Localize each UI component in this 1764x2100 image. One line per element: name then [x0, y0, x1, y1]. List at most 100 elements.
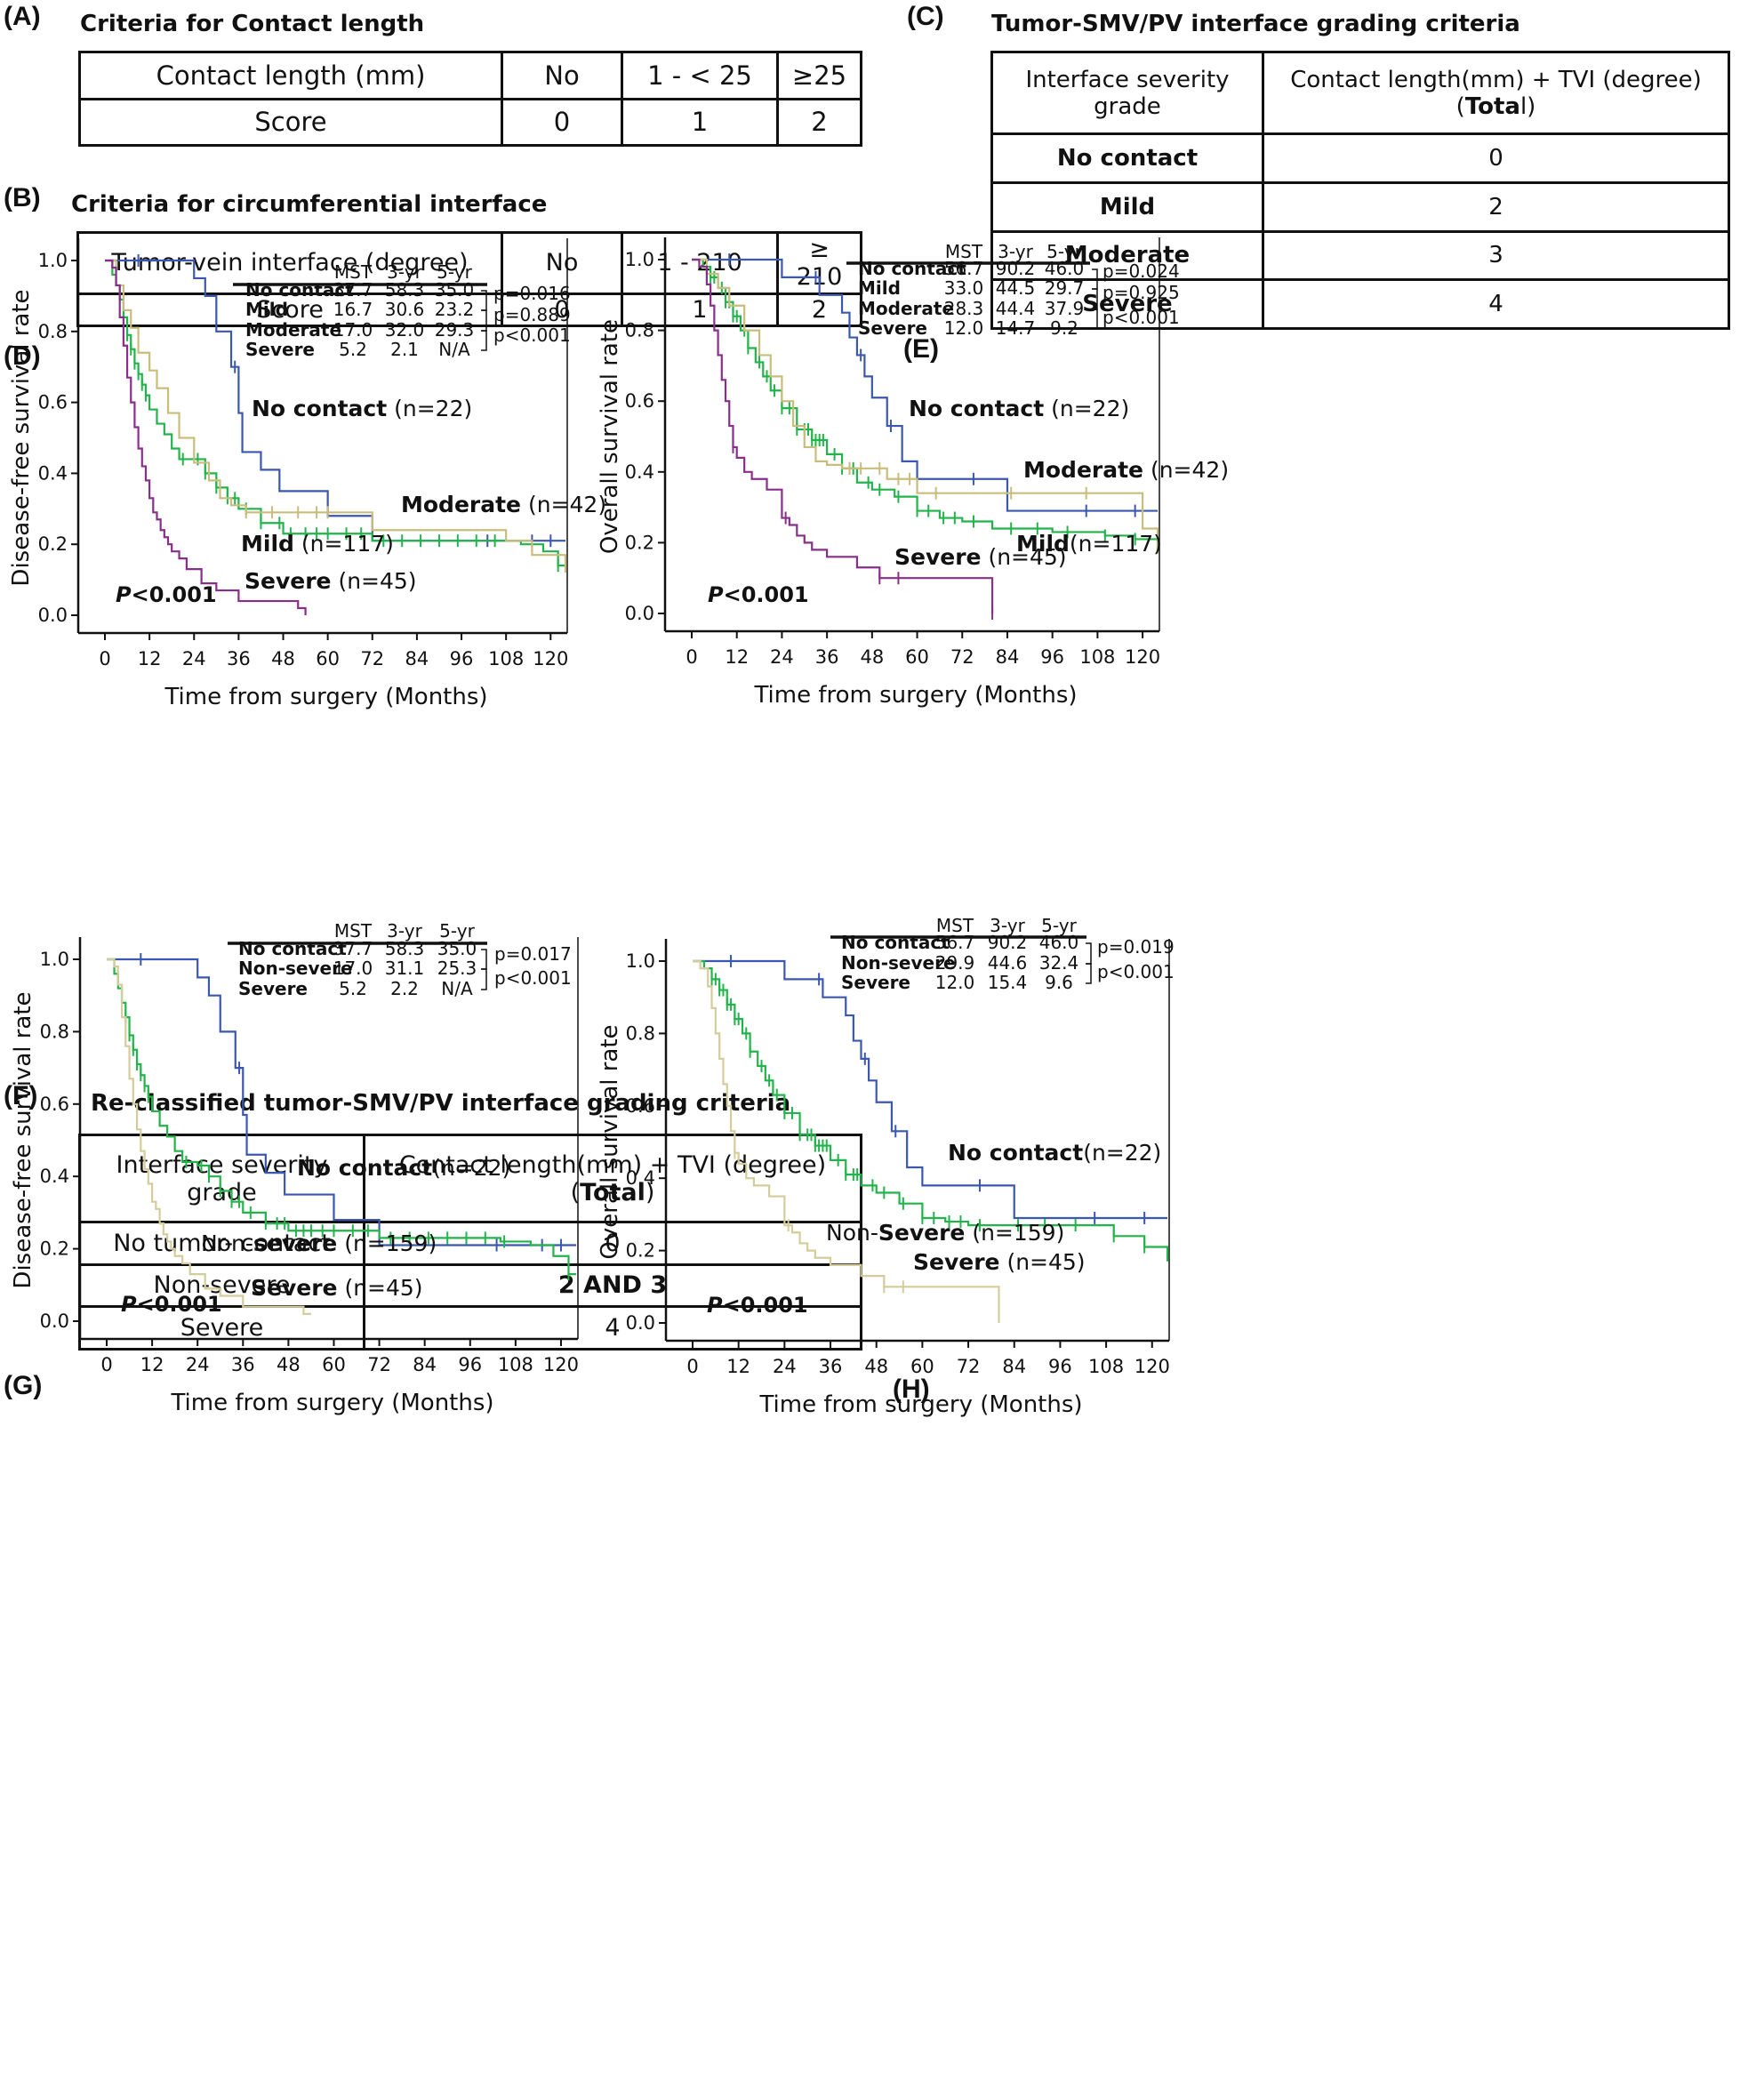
stats-header: 5-yr: [439, 920, 475, 942]
stats-row-label: Severe: [238, 978, 308, 999]
x-tick-label: 48: [271, 648, 295, 669]
p-symbol: P: [707, 1293, 723, 1318]
x-tick-label: 120: [543, 1354, 579, 1375]
y-axis-title: Disease-free survival rate: [8, 289, 35, 586]
table-cell: 0: [501, 292, 623, 328]
y-tick-label: 0.8: [40, 1021, 69, 1042]
x-tick-label: 72: [360, 648, 384, 669]
curve-label-count: (n=117): [294, 531, 394, 557]
x-tick-label: 24: [773, 1356, 797, 1377]
p-value-text: <0.001: [137, 1292, 222, 1317]
km-curve-no_contact: [693, 959, 1167, 1220]
stats-value: 5.2: [339, 339, 367, 360]
stats-row-label: No contact: [841, 932, 950, 953]
stats-value: 35.0: [435, 279, 475, 301]
x-tick-label: 84: [413, 1354, 437, 1375]
panel-label-h: (H): [893, 1375, 930, 1404]
stats-value: 44.4: [996, 298, 1036, 319]
curve-label: No contact (n=22): [252, 396, 472, 421]
x-tick-label: 60: [910, 1356, 934, 1377]
x-tick-label: 24: [770, 646, 794, 668]
km-curve-severe: [107, 958, 311, 1315]
p-value-overall: P<0.001: [121, 1292, 222, 1317]
stats-value: 12.0: [935, 972, 975, 993]
stats-header: 3-yr: [387, 261, 422, 283]
table-row: Contact length (mm) No 1 - < 25 ≥25: [78, 51, 862, 100]
curve-label-group: Severe: [913, 1249, 1000, 1275]
stats-row-label: Non-severe: [841, 952, 956, 974]
y-tick-label: 0.6: [625, 390, 654, 412]
stats-header: MST: [945, 241, 983, 262]
stats-value: 30.6: [385, 299, 425, 320]
stats-header: 5-yr: [1041, 915, 1077, 936]
curve-label: Severe (n=45): [251, 1275, 423, 1301]
x-tick-label: 36: [227, 648, 251, 669]
curve-label-group: No contact: [252, 396, 387, 421]
stats-value: 56.7: [944, 258, 984, 279]
stats-header: 5-yr: [1046, 241, 1082, 262]
curve-label-count: (n=117): [1070, 531, 1162, 557]
x-tick-label: 108: [488, 648, 524, 669]
p-value-label: p<0.001: [494, 967, 572, 989]
stats-header: 3-yr: [990, 915, 1025, 936]
overall-survival-chart-h: 0.0 0.2 0.4 0.6 0.8 1.0 0 12 24 36 48 60 72 84 96 108 12…: [597, 915, 1175, 1418]
x-tick-label: 0: [100, 1354, 112, 1375]
km-curve-no_contact: [107, 958, 576, 1246]
x-tick-label: 72: [957, 1356, 981, 1377]
x-tick-label: 96: [450, 648, 474, 669]
stats-value: 58.3: [385, 938, 425, 959]
x-tick-label: 60: [316, 648, 340, 669]
y-tick-label: 0.8: [38, 321, 68, 342]
p-bracket: [1092, 309, 1098, 330]
stats-value: 14.7: [996, 317, 1036, 339]
y-tick-label: 1.0: [38, 250, 68, 271]
stats-row-label: No contact: [858, 258, 966, 279]
stats-header: MST: [334, 920, 373, 942]
header-text: Interface severity: [1025, 66, 1230, 93]
stats-value: 5.2: [339, 978, 367, 999]
stats-header: MST: [334, 261, 373, 283]
header-text: Interface severity: [116, 1150, 328, 1179]
curve-label: Non-severe (n=159): [201, 1230, 437, 1256]
stats-row-label: Moderate: [245, 319, 341, 341]
table-cell: No contact: [990, 132, 1264, 184]
p-value-label: p=0.016: [493, 283, 571, 304]
y-tick-label: 1.0: [625, 249, 654, 270]
table-row: Severe 4: [78, 1305, 862, 1351]
header-text: l): [1519, 92, 1536, 120]
interface-grading-table: Interface severity grade Contact length(m…: [990, 51, 1730, 330]
p-bracket: [481, 968, 487, 990]
stats-value: 12.0: [944, 317, 984, 339]
x-tick-label: 84: [996, 646, 1020, 668]
curve-label: Severe (n=45): [245, 568, 417, 594]
table-header-cell: Contact length(mm) + TVI (degree) (Total): [1262, 51, 1730, 135]
table-cell: Severe: [78, 1305, 365, 1351]
x-tick-label: 120: [1135, 1356, 1170, 1377]
stats-value: 58.3: [385, 279, 425, 301]
p-value-overall: P<0.001: [116, 582, 217, 607]
curve-label: No contact(n=22): [948, 1140, 1161, 1166]
y-tick-label: 1.0: [40, 949, 69, 970]
stats-row-label: Severe: [858, 317, 927, 339]
x-tick-label: 0: [686, 646, 697, 668]
header-text: Tota: [1464, 92, 1520, 120]
curve-label: Mild(n=117): [1016, 531, 1162, 557]
y-tick-label: 0.2: [40, 1238, 69, 1260]
curve-label-group: Mild: [241, 531, 294, 557]
x-tick-label: 36: [815, 646, 839, 668]
table-cell: 2: [776, 97, 862, 147]
curve-label-count: (n=159): [337, 1230, 437, 1256]
table-cell: No tumor- contact: [78, 1221, 365, 1266]
y-tick-label: 0.6: [38, 392, 68, 413]
header-text: grade: [187, 1178, 257, 1206]
stats-row-label: Severe: [841, 972, 910, 993]
stats-value: 90.2: [996, 258, 1036, 279]
stats-value: 35.0: [437, 938, 477, 959]
curve-label-count: (n=45): [338, 1275, 423, 1301]
table-cell: 2: [1262, 180, 1730, 233]
p-value-label: p<0.001: [1097, 961, 1175, 982]
stats-value: 25.3: [437, 958, 477, 979]
stats-value: 32.4: [1039, 952, 1079, 974]
y-tick-label: 0.6: [626, 1095, 655, 1117]
x-tick-label: 24: [186, 1354, 210, 1375]
